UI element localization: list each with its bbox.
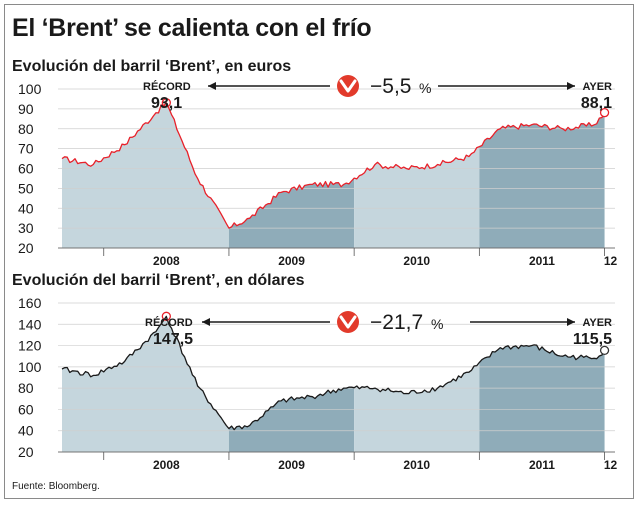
y-tick-label: 100 bbox=[18, 359, 42, 375]
x-tick-label: 12 bbox=[604, 254, 618, 268]
source-note: Fuente: Bloomberg. bbox=[12, 481, 100, 492]
y-tick-label: 80 bbox=[18, 380, 34, 396]
arrow-down-circle-icon bbox=[337, 75, 359, 97]
record-marker bbox=[161, 98, 171, 108]
arrow-left-head bbox=[208, 82, 216, 90]
current-value: 88,1 bbox=[581, 95, 612, 112]
change-unit: % bbox=[431, 316, 443, 332]
change-value: −21,7 bbox=[370, 311, 423, 334]
y-tick-label: 20 bbox=[18, 240, 34, 256]
x-tick-label: 2009 bbox=[278, 458, 305, 472]
x-tick-label: 2010 bbox=[403, 254, 430, 268]
record-label: RÉCORD bbox=[143, 80, 191, 93]
chart-subtitle-dollars: Evolución del barril ‘Brent’, en dólares bbox=[12, 272, 305, 289]
arrow-down-circle-icon bbox=[337, 311, 359, 333]
change-unit: % bbox=[419, 80, 431, 96]
current-value: 115,5 bbox=[573, 331, 612, 348]
record-value: 93,1 bbox=[151, 95, 182, 112]
arrow-down-glyph bbox=[339, 79, 357, 93]
y-tick-label: 90 bbox=[18, 101, 34, 117]
y-tick-label: 60 bbox=[18, 161, 34, 177]
current-label: AYER bbox=[582, 317, 612, 329]
x-tick-label: 2008 bbox=[153, 254, 180, 268]
year-band bbox=[604, 102, 605, 248]
chart-title: El ‘Brent’ se calienta con el frío bbox=[12, 14, 372, 42]
y-tick-label: 100 bbox=[18, 81, 42, 97]
y-tick-label: 70 bbox=[18, 141, 34, 157]
record-value: 147,5 bbox=[153, 331, 193, 348]
series-line bbox=[61, 102, 606, 229]
record-label: RÉCORD bbox=[145, 316, 193, 329]
series-line bbox=[61, 315, 606, 431]
year-band bbox=[228, 316, 355, 452]
y-tick-label: 160 bbox=[18, 295, 42, 311]
change-value: −5,5 bbox=[370, 75, 411, 98]
record-marker bbox=[161, 311, 171, 321]
arrow-right-head bbox=[567, 82, 575, 90]
x-tick-label: 12 bbox=[604, 458, 618, 472]
y-tick-label: 50 bbox=[18, 180, 34, 196]
arrow-right-head bbox=[567, 318, 575, 326]
arrow-left-head bbox=[202, 318, 210, 326]
current-label: AYER bbox=[582, 81, 612, 93]
x-tick-label: 2011 bbox=[529, 458, 555, 472]
y-tick-label: 40 bbox=[18, 423, 34, 439]
x-tick-label: 2011 bbox=[529, 254, 555, 268]
y-tick-label: 120 bbox=[18, 338, 42, 354]
y-tick-label: 40 bbox=[18, 200, 34, 216]
current-marker bbox=[599, 108, 610, 118]
y-tick-label: 80 bbox=[18, 121, 34, 137]
x-tick-label: 2009 bbox=[278, 254, 305, 268]
y-tick-label: 30 bbox=[18, 220, 34, 236]
y-tick-label: 140 bbox=[18, 316, 42, 332]
y-tick-label: 60 bbox=[18, 401, 34, 417]
chart-frame bbox=[4, 4, 634, 499]
current-marker bbox=[599, 345, 610, 356]
chart-subtitle-euros: Evolución del barril ‘Brent’, en euros bbox=[12, 58, 292, 75]
year-band bbox=[604, 316, 605, 452]
y-tick-label: 20 bbox=[18, 444, 34, 460]
x-tick-label: 2010 bbox=[403, 458, 430, 472]
x-tick-label: 2008 bbox=[153, 458, 180, 472]
arrow-down-glyph bbox=[339, 315, 357, 329]
